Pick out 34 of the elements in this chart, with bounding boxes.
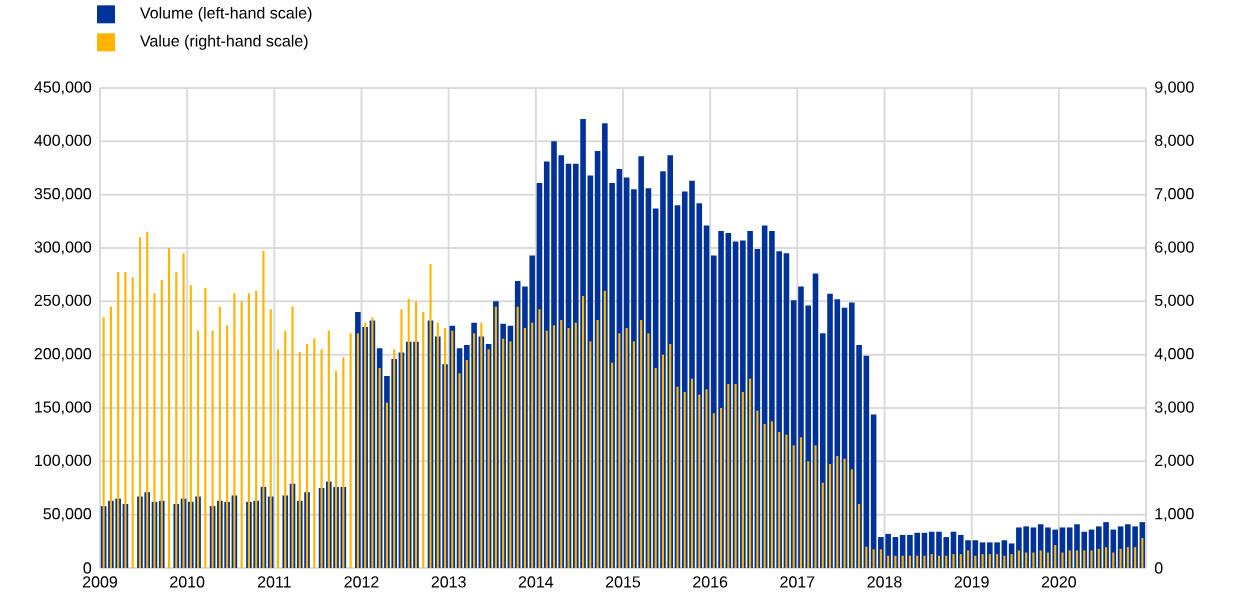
x-tick-label: 2017: [780, 576, 815, 588]
y-tick-label: 0: [83, 562, 92, 574]
y2-tick-label: 4,000: [1154, 348, 1194, 362]
y-tick-label: 450,000: [34, 81, 92, 95]
y-tick-label: 400,000: [34, 134, 92, 148]
x-tick-label: 2018: [867, 576, 902, 588]
y-tick-label: 300,000: [34, 241, 92, 255]
y-tick-label: 350,000: [34, 188, 92, 202]
y2-tick-label: 0: [1154, 562, 1163, 574]
x-tick-label: 2020: [1041, 576, 1077, 588]
y2-tick-label: 3,000: [1154, 401, 1194, 415]
legend-label: Volume (left-hand scale): [140, 6, 312, 22]
y2-tick-label: 1,000: [1155, 508, 1194, 522]
y-tick-label: 150,000: [35, 401, 92, 415]
y2-tick-label: 6,000: [1155, 241, 1194, 255]
x-tick-label: 2014: [518, 576, 554, 588]
y-tick-label: 100,000: [35, 454, 92, 468]
x-tick-label: 2013: [431, 576, 466, 588]
y-tick-label: 250,000: [34, 294, 92, 308]
x-tick-label: 2011: [257, 576, 291, 588]
y2-tick-label: 2,000: [1155, 454, 1194, 468]
y2-tick-label: 8,000: [1154, 134, 1194, 148]
legend-label: Value (right-hand scale): [140, 34, 308, 50]
x-tick-label: 2009: [83, 576, 118, 588]
x-tick-label: 2019: [954, 576, 989, 588]
x-tick-label: 2015: [606, 576, 641, 588]
y2-tick-label: 9,000: [1155, 81, 1194, 95]
x-tick-label: 2010: [170, 576, 205, 588]
y2-tick-label: 7,000: [1155, 188, 1194, 202]
x-tick-label: 2016: [693, 576, 728, 588]
y-tick-label: 200,000: [34, 348, 92, 362]
x-tick-label: 2012: [344, 576, 379, 588]
y2-tick-label: 5,000: [1154, 294, 1194, 308]
y-tick-label: 50,000: [43, 508, 92, 522]
